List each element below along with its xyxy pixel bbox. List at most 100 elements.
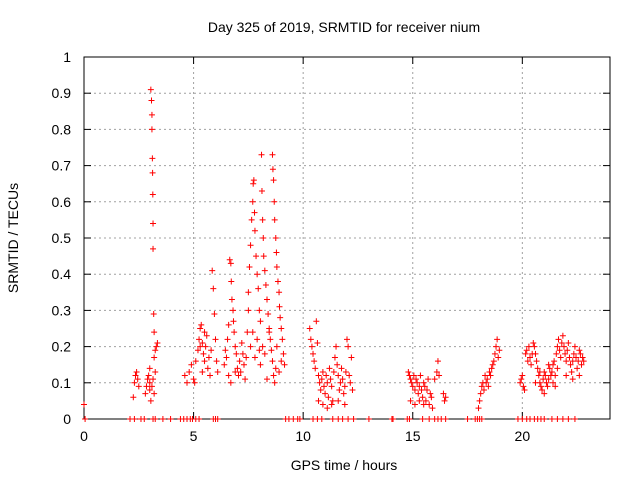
y-tick-label: 0.9: [52, 85, 72, 101]
data-point: [577, 350, 584, 357]
y-tick-label: 0.6: [52, 194, 72, 210]
data-point: [523, 347, 530, 354]
data-point: [337, 379, 344, 386]
data-point: [440, 390, 447, 397]
data-point: [322, 390, 329, 397]
data-point: [254, 336, 261, 343]
data-point: [280, 350, 287, 357]
data-point: [264, 296, 271, 303]
data-points: [81, 86, 587, 422]
data-point: [211, 311, 218, 318]
data-point: [350, 416, 357, 422]
data-point: [269, 166, 276, 173]
data-point: [494, 336, 501, 343]
data-point: [149, 155, 156, 162]
data-point: [278, 358, 285, 365]
data-point: [251, 209, 258, 216]
x-axis-tick-labels: 0 5 10 15 20: [80, 428, 530, 444]
data-point: [558, 339, 565, 346]
data-point: [340, 390, 347, 397]
data-point: [323, 372, 330, 379]
data-point: [553, 350, 560, 357]
data-point: [527, 354, 534, 361]
data-point: [567, 361, 574, 368]
data-point: [486, 368, 493, 375]
data-point: [198, 321, 205, 328]
data-point: [315, 397, 322, 404]
data-point: [411, 387, 418, 394]
data-point: [207, 372, 214, 379]
data-point: [232, 343, 239, 350]
data-point: [197, 325, 204, 332]
data-point: [489, 361, 496, 368]
data-point: [261, 267, 268, 274]
data-point: [541, 416, 548, 422]
data-point: [141, 416, 148, 422]
data-point: [130, 394, 137, 401]
data-point: [188, 361, 195, 368]
x-axis-label: GPS time / hours: [291, 457, 398, 473]
data-point: [268, 347, 275, 354]
data-point: [573, 354, 580, 361]
data-point: [331, 354, 338, 361]
data-point: [541, 390, 548, 397]
data-point: [151, 390, 158, 397]
data-point: [154, 339, 161, 346]
data-point: [342, 368, 349, 375]
data-point: [238, 339, 245, 346]
data-point: [277, 314, 284, 321]
x-tick-label: 5: [190, 428, 198, 444]
data-point: [576, 347, 583, 354]
data-point: [240, 361, 247, 368]
data-point: [255, 285, 262, 292]
data-point: [273, 249, 280, 256]
data-point: [434, 358, 441, 365]
data-point: [534, 365, 541, 372]
data-point: [540, 376, 547, 383]
data-point: [186, 368, 193, 375]
data-point: [267, 336, 274, 343]
data-point: [181, 372, 188, 379]
data-point: [324, 379, 331, 386]
data-point: [234, 365, 241, 372]
data-point: [245, 307, 252, 314]
data-point: [554, 343, 561, 350]
data-point: [525, 343, 532, 350]
data-point: [235, 372, 242, 379]
data-point: [194, 347, 201, 354]
data-point: [544, 383, 551, 390]
data-point: [190, 376, 197, 383]
data-point: [314, 339, 321, 346]
data-point: [202, 343, 209, 350]
data-point: [522, 350, 529, 357]
data-point: [410, 372, 417, 379]
data-point: [409, 383, 416, 390]
data-point: [562, 350, 569, 357]
data-point: [131, 379, 138, 386]
data-point: [257, 318, 264, 325]
data-point: [420, 401, 427, 408]
data-point: [565, 339, 572, 346]
data-point: [414, 379, 421, 386]
data-point: [335, 372, 342, 379]
data-point: [315, 372, 322, 379]
data-point: [272, 235, 279, 241]
data-point: [478, 383, 485, 390]
data-point: [311, 358, 318, 365]
data-point: [221, 361, 228, 368]
data-point: [150, 311, 157, 318]
data-point: [276, 289, 283, 296]
data-point: [147, 86, 154, 93]
data-point: [225, 372, 232, 379]
data-point: [488, 365, 495, 372]
x-tick-label: 20: [515, 428, 531, 444]
data-point: [407, 376, 414, 383]
data-point: [192, 358, 199, 365]
data-point: [560, 343, 567, 350]
data-point: [258, 187, 265, 194]
data-point: [423, 387, 430, 394]
data-point: [557, 354, 564, 361]
data-point: [205, 354, 212, 361]
data-point: [554, 365, 561, 372]
data-point: [333, 343, 340, 350]
